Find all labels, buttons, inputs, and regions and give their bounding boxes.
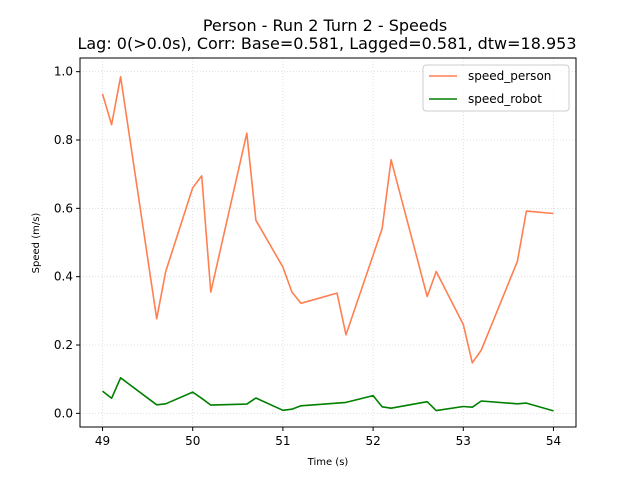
legend-label-speed-robot: speed_robot [468,92,542,106]
y-tick-label: 0.4 [54,270,73,284]
legend-box [422,64,570,112]
legend: speed_person speed_robot [422,64,570,112]
chart-subtitle: Lag: 0(>0.0s), Corr: Base=0.581, Lagged=… [77,34,576,53]
x-tick-label: 53 [456,434,471,448]
legend-label-speed-person: speed_person [468,69,551,83]
y-tick-label: 0.2 [54,338,73,352]
x-tick-label: 54 [546,434,561,448]
series-line-speed-person [101,76,554,364]
x-tick-label: 52 [365,434,380,448]
y-tick-label: 0.6 [54,201,73,215]
y-tick-label: 0.0 [54,406,73,420]
series-line-speed-robot [102,376,554,412]
y-tick-label: 1.0 [54,65,73,79]
y-axis-label: Speed (m/s) [31,213,42,274]
x-tick-label: 51 [275,434,290,448]
plot-area [101,76,554,412]
axes-frame [79,57,577,428]
x-tick-label: 50 [185,434,200,448]
ticks: 49 50 51 52 53 54 0.0 0.2 0.4 0.6 0.8 1.0 [54,65,561,448]
y-tick-label: 0.8 [54,133,73,147]
x-axis-label: Time (s) [307,457,349,468]
chart-title: Person - Run 2 Turn 2 - Speeds [203,16,447,35]
x-tick-label: 49 [95,434,110,448]
